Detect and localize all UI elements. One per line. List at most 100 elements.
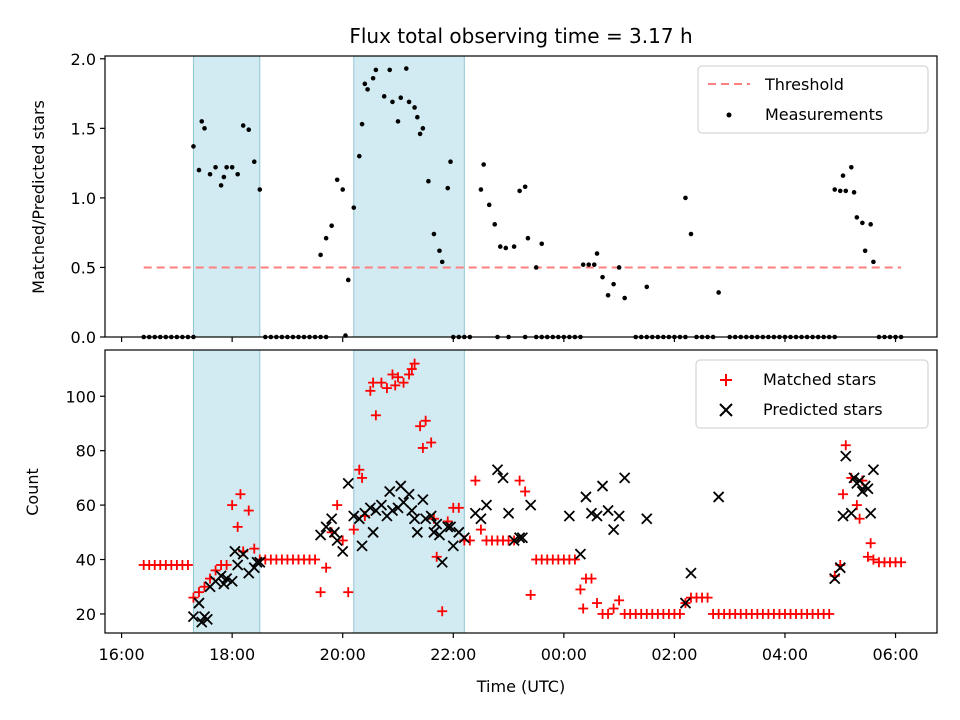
measurement-point [323,235,329,241]
bottom-x-ticks: 16:00 18:00 20:00 22:00 00:00 02:00 04:00 06:00 [99,633,919,664]
measurement-point [448,159,453,165]
measurement-point [403,66,409,71]
predicted-star-point [563,510,576,522]
count-points [138,358,907,628]
matched-star-point [586,573,597,584]
predicted-star-point [326,513,338,525]
matched-star-point [398,377,409,388]
measurement-point [246,127,252,133]
predicted-star-point [447,540,459,552]
bottom-y-ticks: 20 40 60 80 100 [65,387,105,624]
measurement-point [611,281,616,287]
measurement-point [370,75,376,81]
predicted-star-point [845,507,857,519]
matched-star-point [376,377,387,388]
matched-star-point [387,369,398,380]
predicted-star-point [508,534,520,547]
measurement-point [373,67,379,73]
matched-star-point [243,505,254,516]
bottom-y-axis-label: Count [23,468,42,516]
measurement-point [412,105,417,110]
legend-label-matched: Matched stars [763,370,876,389]
predicted-star-point [187,611,200,623]
matched-star-point [390,380,401,391]
predicted-star-point [328,526,341,538]
measurement-point [503,245,509,251]
measurement-point [716,290,721,295]
matched-star-point [227,500,238,511]
predicted-star-point [384,485,396,498]
measurement-point [207,171,213,177]
predicted-star-point [408,513,421,525]
measurement-point [365,87,370,92]
x-tick-label: 00:00 [541,645,587,664]
measurement-point [849,164,854,170]
measurement-point [854,215,860,220]
y-tick-label: 0.0 [71,328,96,347]
matched-star-point [603,608,614,619]
matched-star-point [702,592,713,603]
matched-star-point [824,608,835,619]
measurement-point [420,126,426,131]
measurement-point [417,131,423,137]
predicted-star-point [607,523,620,536]
x-tick-label: 06:00 [872,645,918,664]
measurement-point [235,171,240,177]
matched-star-point [578,603,589,614]
matched-star-point [862,551,873,562]
measurement-point [351,205,357,210]
measurement-point [860,220,865,226]
matched-star-point [343,587,354,598]
measurement-point [406,99,412,105]
matched-star-point [514,475,525,486]
measurement-point [196,167,202,173]
measurement-point [622,295,627,301]
matched-star-point [409,358,420,369]
matched-star-point [854,513,865,524]
chart-title: Flux total observing time = 3.17 h [349,24,692,48]
measurement-point [229,164,235,170]
measurement-point [445,185,451,191]
matched-star-point [426,437,437,448]
observing-window-1 [192,349,261,634]
measurement-point [426,178,431,184]
matched-star-point [354,464,365,475]
predicted-star-point [331,534,343,547]
predicted-star-point [226,575,238,587]
y-tick-label: 40 [76,551,96,570]
predicted-star-point [580,491,592,503]
measurement-point [257,187,263,192]
measurement-point [517,188,522,194]
measurement-point [398,95,404,101]
predicted-star-point [218,578,230,590]
predicted-star-point [314,529,327,541]
measurement-point [840,173,846,178]
legend-label-threshold: Threshold [764,75,844,94]
predicted-star-point [502,507,515,519]
measurement-point [683,195,688,201]
predicted-star-point [420,513,432,525]
top-legend-box [697,65,929,134]
matched-star-point [520,486,531,497]
matched-star-point [417,442,428,453]
predicted-star-point [585,507,598,519]
measurement-point [318,252,323,258]
x-tick-label: 18:00 [209,645,255,664]
measurement-point [224,164,229,170]
predicted-star-point [458,532,470,544]
matched-star-point [182,559,193,570]
predicted-star-point [406,504,418,517]
predicted-star-point [834,562,846,574]
matched-star-point [865,538,876,549]
measurement-point [497,244,503,249]
measurement-point [251,159,257,165]
predicted-star-point [444,521,457,533]
matched-star-point [838,489,849,500]
predicted-star-point [367,526,379,538]
measurement-point [431,231,437,237]
matched-star-point [193,587,204,598]
predicted-star-point [342,477,354,489]
measurement-point [387,67,393,73]
matched-star-point [569,554,580,565]
